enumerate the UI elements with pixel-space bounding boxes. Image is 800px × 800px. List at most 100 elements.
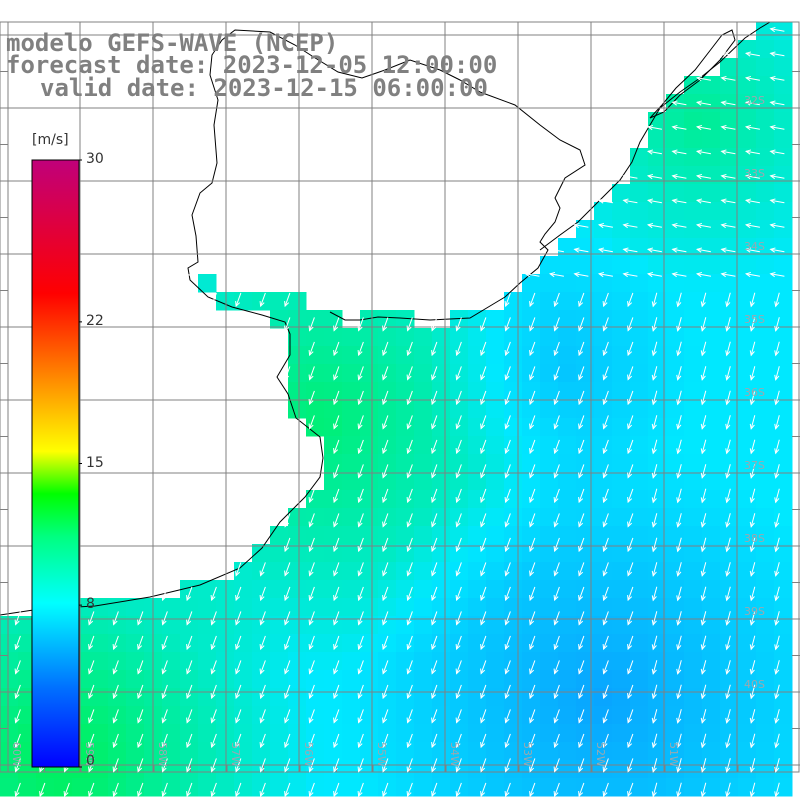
wind-cell xyxy=(738,58,757,77)
wind-arrow xyxy=(602,635,609,651)
wind-cell xyxy=(378,400,397,419)
wind-cell xyxy=(612,562,631,581)
wind-cell xyxy=(324,526,343,545)
wind-cell xyxy=(666,130,685,149)
wind-cell xyxy=(252,616,271,635)
wind-cell xyxy=(774,580,793,599)
wind-cell xyxy=(108,652,127,671)
wind-arrow xyxy=(504,758,511,773)
wind-cell xyxy=(558,706,577,725)
wind-arrow xyxy=(769,26,785,33)
wind-cell xyxy=(594,382,613,401)
wind-cell xyxy=(90,634,109,653)
wind-cell xyxy=(288,364,307,383)
wind-arrow xyxy=(455,660,462,675)
wind-cell xyxy=(684,130,703,149)
wind-cell xyxy=(720,418,739,437)
wind-arrow xyxy=(161,782,168,798)
wind-cell xyxy=(486,472,505,491)
wind-cell xyxy=(630,382,649,401)
wind-cell xyxy=(648,778,667,797)
wind-cell xyxy=(324,418,343,437)
wind-cell xyxy=(666,706,685,725)
wind-arrow xyxy=(480,782,487,798)
wind-arrow xyxy=(431,660,438,675)
wind-cell xyxy=(558,760,577,779)
wind-cell xyxy=(306,364,325,383)
wind-cell xyxy=(414,634,433,653)
wind-cell xyxy=(216,670,235,689)
wind-arrow xyxy=(774,611,780,626)
wind-cell xyxy=(720,742,739,761)
wind-arrow xyxy=(769,271,785,278)
wind-cell xyxy=(324,778,343,797)
wind-cell xyxy=(774,526,793,545)
wind-cell xyxy=(486,724,505,743)
wind-cell xyxy=(774,454,793,473)
wind-cell xyxy=(540,364,559,383)
wind-cell xyxy=(522,454,541,473)
wind-cell xyxy=(666,544,685,563)
wind-cell xyxy=(504,454,523,473)
wind-cell xyxy=(558,670,577,689)
wind-arrow xyxy=(284,292,291,308)
wind-arrow xyxy=(725,513,731,528)
wind-arrow xyxy=(357,390,364,406)
wind-cell xyxy=(756,544,775,563)
wind-cell xyxy=(666,472,685,491)
wind-cell xyxy=(216,778,235,797)
colorbar-tick-label: 22 xyxy=(86,312,104,329)
wind-cell xyxy=(432,346,451,365)
wind-cell xyxy=(162,652,181,671)
wind-cell xyxy=(558,472,577,491)
wind-arrow xyxy=(529,439,536,455)
wind-arrow xyxy=(529,488,536,504)
wind-arrow xyxy=(382,635,389,651)
wind-cell xyxy=(540,742,559,761)
wind-cell xyxy=(306,328,325,347)
wind-arrow xyxy=(553,782,560,798)
wind-arrow xyxy=(308,415,315,430)
wind-arrow xyxy=(357,782,364,798)
wind-arrow xyxy=(406,439,413,455)
wind-arrow xyxy=(333,782,340,798)
wind-arrow xyxy=(431,513,438,528)
wind-cell xyxy=(648,724,667,743)
wind-cell xyxy=(378,418,397,437)
wind-cell xyxy=(756,22,775,41)
wind-cell xyxy=(396,742,415,761)
wind-arrow xyxy=(333,341,340,357)
wind-arrow xyxy=(333,488,340,504)
wind-cell xyxy=(612,580,631,599)
wind-arrow xyxy=(357,415,364,430)
wind-cell xyxy=(756,634,775,653)
wind-cell xyxy=(612,526,631,545)
wind-cell xyxy=(666,202,685,221)
wind-arrow xyxy=(137,758,144,773)
wind-cell xyxy=(432,562,451,581)
wind-cell xyxy=(738,40,757,59)
wind-cell xyxy=(594,238,613,257)
wind-cell xyxy=(522,526,541,545)
wind-arrow xyxy=(597,198,613,204)
wind-cell xyxy=(558,508,577,527)
wind-arrow xyxy=(749,562,756,577)
wind-arrow xyxy=(774,390,780,406)
wind-arrow xyxy=(651,390,658,406)
wind-arrow xyxy=(602,660,609,675)
wind-arrow xyxy=(774,709,780,724)
wind-arrow xyxy=(553,464,560,479)
wind-cell xyxy=(468,616,487,635)
wind-cell xyxy=(648,130,667,149)
wind-arrow xyxy=(749,782,756,798)
wind-arrow xyxy=(774,488,780,504)
wind-cell xyxy=(540,454,559,473)
wind-cell xyxy=(324,490,343,509)
wind-cell xyxy=(738,454,757,473)
wind-cell xyxy=(774,418,793,437)
wind-arrow xyxy=(651,464,658,479)
wind-arrow xyxy=(695,198,711,204)
wind-cell xyxy=(630,400,649,419)
wind-arrow xyxy=(627,415,634,430)
wind-arrow xyxy=(235,660,242,675)
